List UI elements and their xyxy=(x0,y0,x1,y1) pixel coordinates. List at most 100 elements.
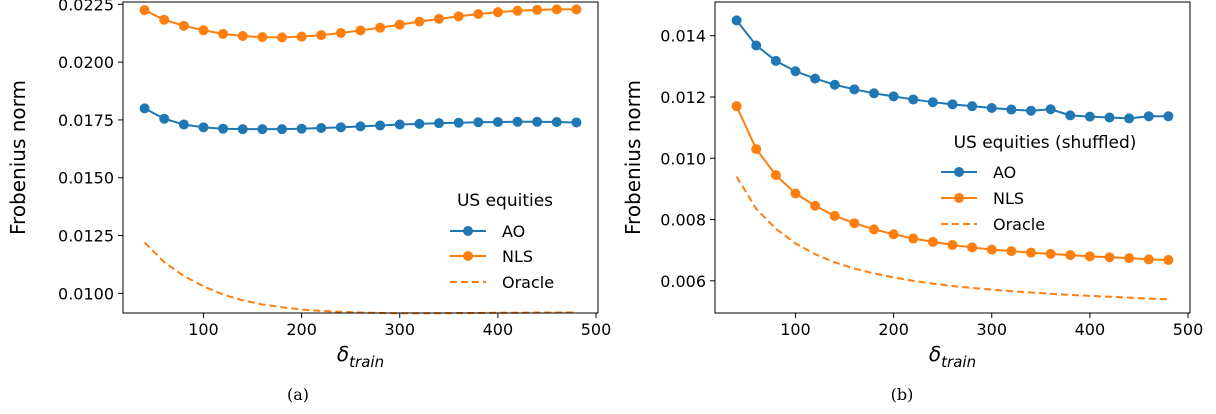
data-point-nls xyxy=(1143,254,1154,265)
data-point-nls xyxy=(731,101,742,112)
data-point-ao xyxy=(296,123,307,134)
data-point-nls xyxy=(394,19,405,30)
data-point-nls xyxy=(414,16,425,27)
data-point-nls xyxy=(218,28,229,39)
data-point-ao xyxy=(986,103,997,114)
data-point-ao xyxy=(967,101,978,112)
data-point-ao xyxy=(927,97,938,108)
data-point-ao xyxy=(492,117,503,128)
data-point-nls xyxy=(473,9,484,20)
legend-label-ao: AO xyxy=(502,222,525,241)
data-point-nls xyxy=(1104,252,1115,263)
data-point-ao xyxy=(375,120,386,131)
data-point-ao xyxy=(237,124,248,135)
data-point-nls xyxy=(139,5,150,16)
data-point-nls xyxy=(770,170,781,181)
data-point-nls xyxy=(296,31,307,42)
y-tick-label: 0.012 xyxy=(660,88,706,107)
legend-title: US equities (shuffled) xyxy=(954,133,1137,153)
x-tick-label: 300 xyxy=(976,320,1007,339)
legend-label-oracle: Oracle xyxy=(502,273,554,292)
x-tick-label: 200 xyxy=(878,320,909,339)
x-axis-label: δtrain xyxy=(929,342,976,371)
data-point-ao xyxy=(571,117,582,128)
data-point-nls xyxy=(316,30,327,41)
axes-frame xyxy=(122,1,599,314)
legend-marker-ao xyxy=(463,226,473,236)
data-point-ao xyxy=(551,117,562,128)
legend-label-nls: NLS xyxy=(993,189,1024,208)
data-point-nls xyxy=(355,25,366,36)
data-point-ao xyxy=(473,117,484,128)
data-point-ao xyxy=(394,119,405,130)
data-point-nls xyxy=(967,242,978,253)
data-point-ao xyxy=(178,119,189,130)
data-point-ao xyxy=(1065,110,1076,121)
x-tick-label: 100 xyxy=(780,320,811,339)
data-point-ao xyxy=(770,55,781,66)
data-point-ao xyxy=(751,40,762,51)
y-tick-label: 0.014 xyxy=(660,27,706,46)
data-point-ao xyxy=(868,88,879,99)
data-point-ao xyxy=(947,99,958,110)
data-point-nls xyxy=(1065,250,1076,261)
panel-caption: (a) xyxy=(287,385,309,404)
data-point-ao xyxy=(414,118,425,129)
y-tick-label: 0.0125 xyxy=(58,227,114,246)
legend-title: US equities xyxy=(457,191,553,211)
data-point-nls xyxy=(1026,247,1037,258)
data-point-nls xyxy=(927,236,938,247)
legend-marker-ao xyxy=(954,167,964,177)
data-point-ao xyxy=(276,124,287,135)
y-tick-label: 0.010 xyxy=(660,149,706,168)
legend-label-oracle: Oracle xyxy=(993,215,1045,234)
data-point-nls xyxy=(1084,251,1095,262)
data-point-ao xyxy=(1104,112,1115,123)
data-point-ao xyxy=(434,118,445,129)
y-tick-label: 0.0150 xyxy=(58,169,114,188)
data-point-ao xyxy=(810,73,821,84)
data-point-nls xyxy=(1124,253,1135,264)
data-point-nls xyxy=(947,239,958,250)
axes-frame xyxy=(714,1,1191,314)
series-line-nls xyxy=(735,105,1169,261)
x-tick-label: 400 xyxy=(483,320,514,339)
data-point-nls xyxy=(375,22,386,33)
x-tick-label: 400 xyxy=(1075,320,1106,339)
legend-marker-nls xyxy=(954,193,964,203)
data-point-ao xyxy=(790,66,801,77)
data-point-nls xyxy=(198,25,209,36)
data-point-nls xyxy=(237,30,248,41)
x-tick-label: 100 xyxy=(188,320,219,339)
data-point-ao xyxy=(1163,111,1174,122)
data-point-ao xyxy=(1124,113,1135,124)
data-point-nls xyxy=(1045,248,1056,259)
data-point-nls xyxy=(492,7,503,18)
data-point-nls xyxy=(986,244,997,255)
data-point-nls xyxy=(868,224,879,235)
x-tick-label: 200 xyxy=(286,320,317,339)
data-point-nls xyxy=(453,11,464,22)
x-tick-label: 300 xyxy=(384,320,415,339)
chart-panel-b: 100 200 300 400 500 0.006 0.008 0.010 0.012 0.014… xyxy=(621,1,1203,404)
data-point-ao xyxy=(159,113,170,124)
legend-marker-nls xyxy=(463,251,473,261)
y-tick-label: 0.006 xyxy=(660,272,706,291)
data-point-ao xyxy=(829,79,840,90)
y-tick-label: 0.008 xyxy=(660,211,706,230)
data-point-nls xyxy=(908,233,919,244)
data-point-ao xyxy=(355,121,366,132)
data-point-nls xyxy=(532,4,543,15)
data-point-nls xyxy=(276,32,287,43)
y-tick-label: 0.0100 xyxy=(58,284,114,303)
y-axis-label: Frobenius norm xyxy=(6,80,30,235)
y-tick-label: 0.0200 xyxy=(58,53,114,72)
panel-caption: (b) xyxy=(891,385,914,404)
data-point-nls xyxy=(849,218,860,229)
data-point-nls xyxy=(790,188,801,199)
data-point-ao xyxy=(198,122,209,133)
data-point-ao xyxy=(218,123,229,134)
data-point-ao xyxy=(1045,104,1056,115)
data-point-nls xyxy=(1006,246,1017,257)
